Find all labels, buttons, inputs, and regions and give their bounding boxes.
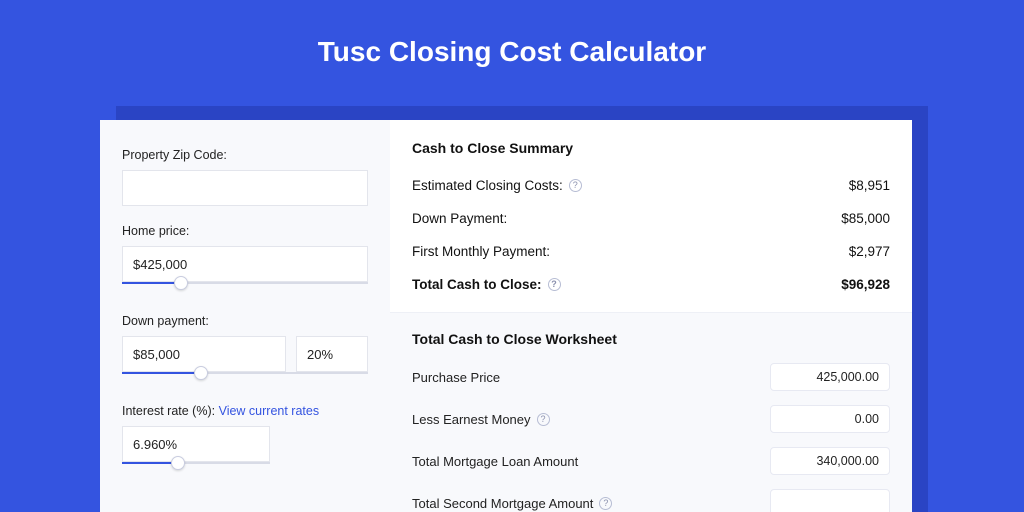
- home-price-input[interactable]: [122, 246, 368, 282]
- summary-row: Total Cash to Close:? $96,928: [412, 269, 890, 302]
- down-payment-pct-input[interactable]: [296, 336, 368, 372]
- worksheet-rows: Purchase Price Less Earnest Money? Total M…: [412, 363, 890, 512]
- summary-rows: Estimated Closing Costs:? $8,951 Down Paym…: [412, 170, 890, 302]
- worksheet-row-input[interactable]: [770, 447, 890, 475]
- worksheet-row: Purchase Price: [412, 363, 890, 391]
- down-payment-slider-thumb[interactable]: [194, 366, 208, 380]
- worksheet-row-label: Total Second Mortgage Amount?: [412, 496, 612, 511]
- worksheet-row-label: Less Earnest Money?: [412, 412, 550, 427]
- worksheet-row-label: Purchase Price: [412, 370, 500, 385]
- summary-title: Cash to Close Summary: [412, 140, 890, 156]
- summary-row-label: First Monthly Payment:: [412, 244, 550, 259]
- worksheet-row: Total Mortgage Loan Amount: [412, 447, 890, 475]
- summary-row: First Monthly Payment: $2,977: [412, 236, 890, 269]
- summary-row-label: Total Cash to Close:?: [412, 277, 561, 292]
- help-icon[interactable]: ?: [548, 278, 561, 291]
- down-payment-slider[interactable]: [122, 372, 368, 386]
- summary-row-value: $85,000: [841, 211, 890, 226]
- down-payment-slider-fill: [122, 372, 201, 374]
- calculator-card: Property Zip Code: Home price: Down paym…: [100, 120, 912, 512]
- worksheet-row-input[interactable]: [770, 405, 890, 433]
- inputs-panel: Property Zip Code: Home price: Down paym…: [100, 120, 390, 512]
- home-price-field: Home price:: [122, 224, 368, 296]
- worksheet-panel: Total Cash to Close Worksheet Purchase P…: [390, 312, 912, 512]
- down-payment-label: Down payment:: [122, 314, 368, 328]
- results-panel: Cash to Close Summary Estimated Closing …: [390, 120, 912, 512]
- down-payment-field: Down payment:: [122, 314, 368, 386]
- summary-row-value: $96,928: [841, 277, 890, 292]
- worksheet-row: Less Earnest Money?: [412, 405, 890, 433]
- home-price-slider-thumb[interactable]: [174, 276, 188, 290]
- zip-label: Property Zip Code:: [122, 148, 368, 162]
- view-rates-link[interactable]: View current rates: [219, 404, 320, 418]
- help-icon[interactable]: ?: [537, 413, 550, 426]
- interest-slider-thumb[interactable]: [171, 456, 185, 470]
- interest-field: Interest rate (%): View current rates: [122, 404, 368, 476]
- interest-label: Interest rate (%): View current rates: [122, 404, 368, 418]
- home-price-label: Home price:: [122, 224, 368, 238]
- summary-row-label: Estimated Closing Costs:?: [412, 178, 582, 193]
- help-icon[interactable]: ?: [599, 497, 612, 510]
- summary-row-value: $2,977: [849, 244, 890, 259]
- worksheet-row-label: Total Mortgage Loan Amount: [412, 454, 578, 469]
- worksheet-title: Total Cash to Close Worksheet: [412, 331, 890, 347]
- interest-slider[interactable]: [122, 462, 270, 476]
- help-icon[interactable]: ?: [569, 179, 582, 192]
- interest-input[interactable]: [122, 426, 270, 462]
- home-price-slider[interactable]: [122, 282, 368, 296]
- zip-input[interactable]: [122, 170, 368, 206]
- summary-row-label: Down Payment:: [412, 211, 507, 226]
- page-title: Tusc Closing Cost Calculator: [0, 0, 1024, 96]
- summary-row-value: $8,951: [849, 178, 890, 193]
- worksheet-row-input[interactable]: [770, 489, 890, 512]
- summary-row: Estimated Closing Costs:? $8,951: [412, 170, 890, 203]
- worksheet-row-input[interactable]: [770, 363, 890, 391]
- worksheet-row: Total Second Mortgage Amount?: [412, 489, 890, 512]
- zip-field: Property Zip Code:: [122, 148, 368, 206]
- home-price-slider-fill: [122, 282, 181, 284]
- summary-row: Down Payment: $85,000: [412, 203, 890, 236]
- interest-slider-fill: [122, 462, 178, 464]
